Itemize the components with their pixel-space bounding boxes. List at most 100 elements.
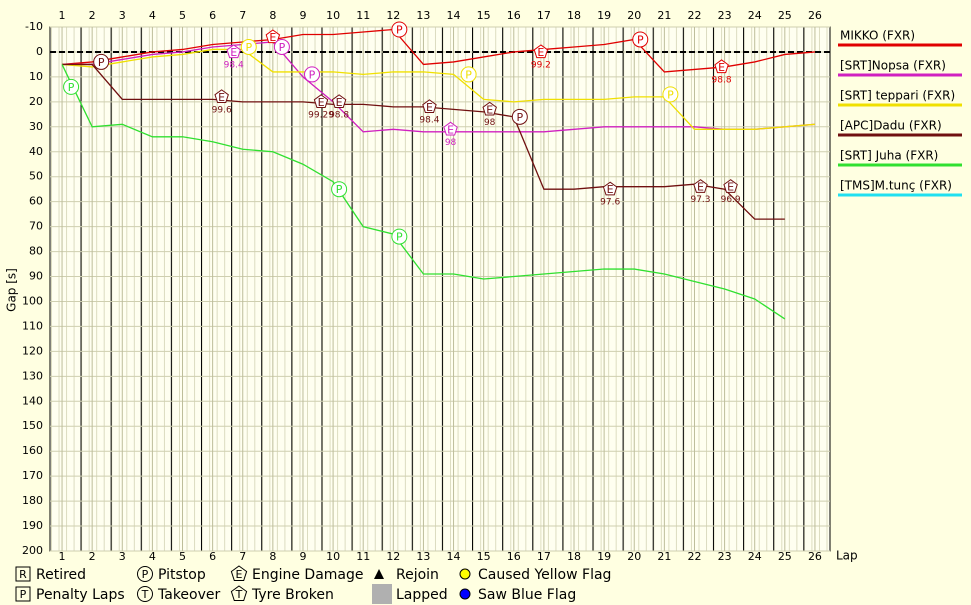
key-label: Lapped [396, 587, 448, 603]
event-marker [391, 21, 408, 38]
x-tick-label: 11 [356, 550, 370, 563]
x-tick-label: 10 [326, 9, 340, 22]
key-label: Takeover [157, 587, 220, 603]
event-symbol: E [697, 181, 704, 194]
event-marker [331, 94, 347, 109]
event-marker [304, 66, 321, 83]
event-marker [460, 66, 477, 83]
x-tick-label: 14 [447, 9, 461, 22]
event-marker [482, 101, 497, 116]
event-marker [533, 44, 549, 59]
key-label: Rejoin [396, 567, 439, 583]
x-tick-label: 25 [778, 9, 792, 22]
event-label: 98.8 [712, 75, 732, 85]
y-tick-label: 150 [22, 419, 43, 432]
x-tick-label: 17 [537, 9, 551, 22]
y-tick-label: 110 [22, 319, 43, 332]
legend-label: [TMS]M.tunç (FXR) [840, 179, 952, 193]
y-tick-label: 200 [22, 544, 43, 557]
event-symbol: P [396, 231, 403, 244]
event-label: 98 [445, 138, 457, 148]
x-tick-label: 6 [209, 550, 216, 563]
event-label: 98.8 [329, 110, 349, 120]
event-label: 97.6 [600, 198, 620, 208]
x-tick-label: 6 [209, 9, 216, 22]
event-symbol: P [465, 68, 472, 81]
x-tick-label: 16 [507, 9, 521, 22]
event-symbol: E [230, 46, 237, 59]
event-marker [214, 89, 229, 104]
x-tick-label: 1 [59, 9, 66, 22]
x-tick-label: 21 [657, 550, 671, 563]
event-symbol: P [309, 68, 316, 81]
event-marker [93, 53, 110, 70]
x-tick-label: 9 [299, 9, 306, 22]
event-symbol: E [537, 46, 544, 59]
x-tick-label: 15 [477, 9, 491, 22]
y-tick-label: -10 [25, 20, 43, 33]
x-tick-label: 10 [326, 550, 340, 563]
event-label: 99.29 [308, 110, 334, 120]
key-icon [459, 588, 471, 600]
x-tick-label: 15 [477, 550, 491, 563]
event-label: 98.4 [224, 60, 244, 70]
key-label: Tyre Broken [251, 587, 334, 603]
legend-label: [SRT] Juha (FXR) [840, 149, 938, 163]
y-tick-label: 80 [29, 245, 43, 258]
event-marker [714, 59, 729, 74]
event-marker [723, 179, 738, 193]
x-tick-label: 20 [627, 550, 641, 563]
x-tick-label: 5 [179, 9, 186, 22]
legend-label: [APC]Dadu (FXR) [840, 119, 942, 133]
event-marker [226, 44, 241, 59]
x-tick-label: 24 [748, 9, 762, 22]
x-tick-label: 9 [299, 550, 306, 563]
x-axis-label: Lap [836, 549, 858, 563]
y-tick-label: 60 [29, 195, 43, 208]
event-marker [511, 108, 528, 125]
y-tick-label: 120 [22, 344, 43, 357]
event-marker [331, 181, 348, 198]
event-marker [313, 94, 329, 109]
x-tick-label: 23 [718, 550, 732, 563]
event-symbol: E [269, 31, 276, 44]
x-tick-label: 26 [808, 550, 822, 563]
x-tick-label: 17 [537, 550, 551, 563]
y-tick-label: 100 [22, 294, 43, 307]
key-icon [230, 565, 248, 581]
key-icon [15, 566, 31, 582]
event-label: 98.4 [419, 115, 439, 125]
event-symbol: P [396, 23, 403, 36]
y-tick-label: 90 [29, 270, 43, 283]
event-symbol: E [447, 123, 454, 136]
x-tick-label: 25 [778, 550, 792, 563]
x-tick-label: 19 [597, 550, 611, 563]
key-symbol: T [141, 588, 149, 601]
event-symbol: P [279, 41, 286, 54]
event-label: 98 [484, 118, 496, 128]
y-tick-label: 50 [29, 170, 43, 183]
x-tick-label: 16 [507, 550, 521, 563]
event-symbol: E [486, 103, 493, 116]
x-tick-label: 7 [239, 9, 246, 22]
x-tick-label: 22 [687, 550, 701, 563]
x-tick-label: 24 [748, 550, 762, 563]
event-marker [422, 99, 437, 114]
legend-label: [SRT]Nopsa (FXR) [840, 59, 946, 73]
event-symbol: P [667, 88, 674, 101]
key-label: Retired [36, 567, 86, 583]
series-line [61, 64, 786, 320]
x-tick-label: 13 [416, 550, 430, 563]
event-symbol: P [336, 183, 343, 196]
event-marker [602, 181, 618, 196]
event-marker [240, 38, 257, 55]
key-icon [372, 584, 392, 604]
event-symbol: P [245, 41, 252, 54]
event-marker [273, 38, 290, 55]
x-tick-label: 22 [687, 9, 701, 22]
key-symbol: P [142, 568, 149, 581]
y-tick-label: 70 [29, 220, 43, 233]
event-symbol: E [426, 101, 433, 114]
key-icon [230, 585, 248, 601]
